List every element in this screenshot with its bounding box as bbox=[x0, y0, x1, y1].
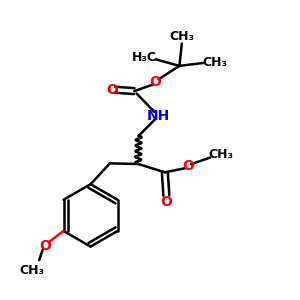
Text: O: O bbox=[182, 159, 194, 173]
Text: NH: NH bbox=[146, 110, 170, 123]
Text: O: O bbox=[150, 75, 162, 89]
Text: O: O bbox=[106, 83, 118, 97]
Text: CH₃: CH₃ bbox=[169, 30, 194, 43]
Text: CH₃: CH₃ bbox=[19, 264, 44, 277]
Text: CH₃: CH₃ bbox=[202, 56, 227, 69]
Text: H₃C: H₃C bbox=[132, 51, 157, 64]
Text: O: O bbox=[39, 239, 51, 253]
Text: O: O bbox=[160, 195, 172, 209]
Text: CH₃: CH₃ bbox=[208, 148, 233, 161]
